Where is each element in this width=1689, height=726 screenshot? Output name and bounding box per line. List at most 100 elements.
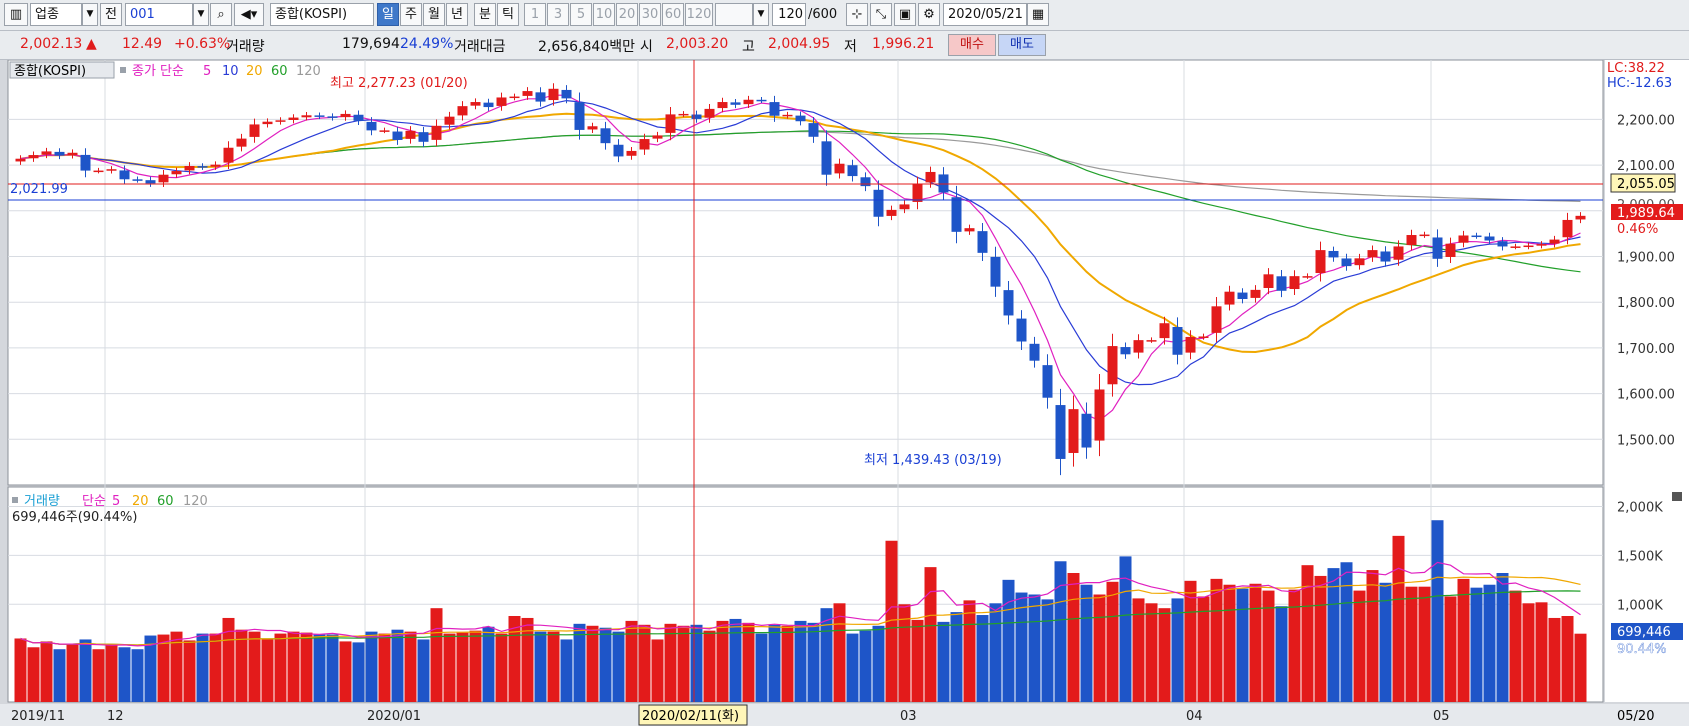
volume-bar: [586, 625, 599, 702]
volume-bar: [716, 620, 729, 702]
index-name: 종합(KOSPI): [270, 3, 374, 26]
candle-body: [1237, 292, 1248, 300]
volume-bar: [1405, 586, 1418, 702]
volume-bar: [144, 635, 157, 702]
minute-5[interactable]: 5: [570, 3, 592, 26]
period-week[interactable]: 주: [400, 3, 422, 26]
candle-body: [483, 102, 494, 108]
period-minute[interactable]: 분: [474, 3, 496, 26]
volume-bar: [1366, 570, 1379, 702]
minute-60[interactable]: 60: [662, 3, 684, 26]
save-icon[interactable]: ▣: [894, 3, 916, 26]
chevron-down-icon[interactable]: ▼: [753, 3, 769, 26]
candle-body: [1445, 243, 1456, 257]
candle-body: [639, 139, 650, 150]
volume-bar: [1236, 588, 1249, 702]
volume-bar: [690, 624, 703, 702]
volume-bar: [365, 631, 378, 702]
candle-body: [1562, 219, 1573, 238]
calendar-icon[interactable]: ▦: [1027, 3, 1049, 26]
candle-body: [990, 256, 1001, 287]
cursor-date-box: [638, 704, 748, 726]
speaker-icon[interactable]: ◀▾: [234, 3, 264, 26]
minute-1[interactable]: 1: [524, 3, 546, 26]
amount-value: 2,656,840백만: [538, 39, 636, 55]
interval-input[interactable]: [715, 3, 753, 26]
volume-bar: [898, 604, 911, 702]
minute-120[interactable]: 120: [685, 3, 713, 26]
period-day[interactable]: 일: [377, 3, 399, 26]
code-input[interactable]: 001: [125, 3, 193, 26]
candle-body: [522, 91, 533, 96]
sell-button[interactable]: 매도: [998, 34, 1046, 56]
volume-bar: [352, 642, 365, 702]
quote-bar: 2,002.13 ▲ 12.49 +0.63% 거래량 179,694 24.4…: [0, 31, 1689, 60]
volume-bar: [300, 632, 313, 702]
minute-3[interactable]: 3: [547, 3, 569, 26]
open-label: 시: [640, 39, 653, 55]
buy-button[interactable]: 매수: [948, 34, 996, 56]
volume-moving-averages: [20, 561, 1581, 647]
candle-body: [964, 228, 975, 232]
candle-body: [1133, 340, 1144, 353]
volume-bar: [1262, 590, 1275, 702]
volume-bar: [40, 641, 53, 702]
candle-body: [28, 155, 39, 159]
period-year[interactable]: 년: [446, 3, 468, 26]
hline-price-box: [1610, 173, 1676, 193]
candle-body: [1497, 241, 1508, 247]
crosshair-tool-icon[interactable]: ⊹: [846, 3, 868, 26]
candle-body: [561, 89, 572, 99]
volume-bar: [1158, 608, 1171, 702]
candle-body: [158, 174, 169, 183]
gear-icon[interactable]: ⚙: [918, 3, 940, 26]
chart-area[interactable]: 2,200.002,100.002,000.001,900.001,800.00…: [0, 60, 1689, 726]
legend-title-box[interactable]: [9, 61, 115, 79]
volume-legend-marker-icon: [12, 497, 18, 503]
volume-label: 거래량: [226, 39, 265, 55]
chevron-down-icon[interactable]: ▼: [82, 3, 98, 26]
candle-body: [1419, 234, 1430, 237]
minute-20[interactable]: 20: [616, 3, 638, 26]
volume-tick-label: 1,000K: [1617, 598, 1663, 613]
period-tick[interactable]: 틱: [497, 3, 519, 26]
candle-body: [418, 132, 429, 142]
volume-bar: [27, 647, 40, 702]
candle-body: [197, 166, 208, 168]
legend-ma5: 5: [203, 64, 211, 79]
count-input[interactable]: 120: [772, 3, 806, 26]
candle-body: [821, 141, 832, 175]
volume-bar: [274, 633, 287, 702]
volume-bar: [14, 638, 27, 702]
layout-icon[interactable]: ▥: [4, 3, 28, 26]
volume-bar: [625, 620, 638, 702]
all-button[interactable]: 전: [100, 3, 122, 26]
legend-marker-icon: [120, 67, 126, 73]
candle-body: [1484, 236, 1495, 241]
volume-bar: [1145, 603, 1158, 702]
market-select[interactable]: 업종: [30, 3, 82, 26]
candle-body: [93, 170, 104, 173]
candle-body: [1081, 413, 1092, 448]
candle-body: [925, 171, 936, 183]
line-tool-icon[interactable]: ⤡: [870, 3, 892, 26]
volume-bar: [1106, 581, 1119, 702]
search-icon[interactable]: ⌕: [210, 3, 232, 26]
minute-30[interactable]: 30: [639, 3, 661, 26]
volume-bar: [469, 630, 482, 702]
period-month[interactable]: 월: [423, 3, 445, 26]
lc-label: LC:38.22: [1607, 61, 1665, 76]
minute-10[interactable]: 10: [593, 3, 615, 26]
chevron-down-icon[interactable]: ▼: [193, 3, 209, 26]
candle-body: [1068, 409, 1079, 453]
date-input[interactable]: 2020/05/21: [943, 3, 1027, 26]
volume-bar: [105, 644, 118, 702]
candle-body: [1315, 250, 1326, 274]
volume-bar: [248, 631, 261, 702]
volume-bar: [1418, 586, 1431, 702]
close-panel-icon[interactable]: [1672, 492, 1682, 501]
volume-bar: [287, 631, 300, 702]
current-price: 2,002.13: [20, 36, 83, 52]
candle-body: [1549, 239, 1560, 244]
volume-bar: [313, 634, 326, 702]
